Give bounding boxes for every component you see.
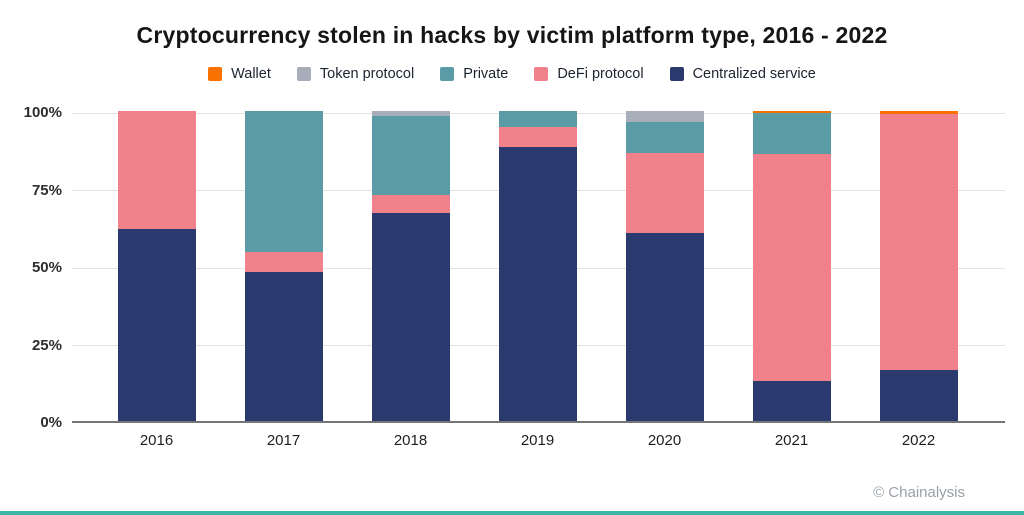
y-tick-label-75: 75% — [31, 181, 62, 199]
legend-swatch-centralized-service — [669, 67, 684, 81]
y-tick-label-50: 50% — [31, 259, 62, 276]
bar-2017 — [244, 111, 323, 421]
footer-accent-bar — [0, 511, 1024, 515]
legend: Wallet Token protocol Private DeFi protocol… — [0, 66, 1024, 82]
segment-2019-centralized-service — [498, 146, 577, 421]
bar-2020 — [625, 111, 704, 421]
bar-2021 — [752, 111, 831, 421]
x-tick-label-2018: 2018 — [393, 432, 428, 449]
segment-2021-centralized-service — [752, 380, 831, 421]
segment-2016-centralized-service — [117, 228, 196, 421]
legend-label: Private — [463, 66, 509, 82]
legend-swatch-defi-protocol — [534, 67, 549, 81]
y-tick-label-0: 0% — [40, 414, 62, 431]
segment-2018-token-protocol — [371, 111, 450, 116]
gridline-0 — [72, 421, 1005, 423]
segment-2017-defi-protocol — [244, 252, 323, 273]
segment-2022-wallet — [879, 111, 958, 115]
segment-2018-defi-protocol — [371, 194, 450, 214]
x-tick-label-2017: 2017 — [266, 432, 301, 449]
segment-2018-private — [371, 115, 450, 195]
segment-2020-defi-protocol — [625, 152, 704, 234]
segment-2020-centralized-service — [625, 233, 704, 421]
legend-label: Centralized service — [692, 66, 816, 82]
legend-item-defi-protocol: DeFi protocol — [534, 66, 644, 82]
attribution-text: © Chainalysis — [873, 484, 965, 501]
x-tick-label-2016: 2016 — [139, 432, 174, 449]
legend-item-wallet: Wallet — [208, 66, 271, 82]
x-tick-label-2019: 2019 — [520, 432, 555, 449]
y-tick-label-25: 25% — [31, 336, 62, 354]
bar-2018 — [371, 111, 450, 421]
legend-item-private: Private — [440, 66, 508, 82]
legend-swatch-wallet — [208, 67, 223, 81]
segment-2019-private — [498, 111, 577, 127]
legend-label: DeFi protocol — [557, 66, 644, 82]
x-tick-label-2022: 2022 — [901, 432, 936, 449]
segment-2021-private — [752, 112, 831, 155]
segment-2020-private — [625, 121, 704, 153]
legend-item-centralized-service: Centralized service — [669, 66, 816, 82]
bar-2022 — [879, 111, 958, 421]
legend-label: Wallet — [231, 66, 271, 82]
legend-label: Token protocol — [319, 66, 415, 82]
segment-2021-wallet — [752, 111, 831, 113]
x-tick-label-2021: 2021 — [774, 432, 809, 449]
chart-title: Cryptocurrency stolen in hacks by victim… — [136, 22, 888, 48]
legend-item-token-protocol: Token protocol — [296, 66, 415, 82]
segment-2016-defi-protocol — [117, 111, 196, 229]
segment-2018-centralized-service — [371, 213, 450, 421]
x-tick-label-2020: 2020 — [647, 432, 682, 449]
segment-2021-defi-protocol — [752, 154, 831, 381]
segment-2017-centralized-service — [244, 272, 323, 421]
plot-area — [72, 111, 1005, 423]
segment-2022-defi-protocol — [879, 114, 958, 370]
bar-2019 — [498, 111, 577, 421]
y-tick-label-100: 100% — [23, 104, 62, 121]
segment-2020-token-protocol — [625, 111, 704, 122]
legend-swatch-private — [440, 67, 455, 81]
bar-2016 — [117, 111, 196, 421]
legend-swatch-token-protocol — [296, 67, 311, 81]
segment-2019-defi-protocol — [498, 126, 577, 147]
segment-2022-centralized-service — [879, 369, 958, 421]
segment-2017-private — [244, 111, 323, 253]
